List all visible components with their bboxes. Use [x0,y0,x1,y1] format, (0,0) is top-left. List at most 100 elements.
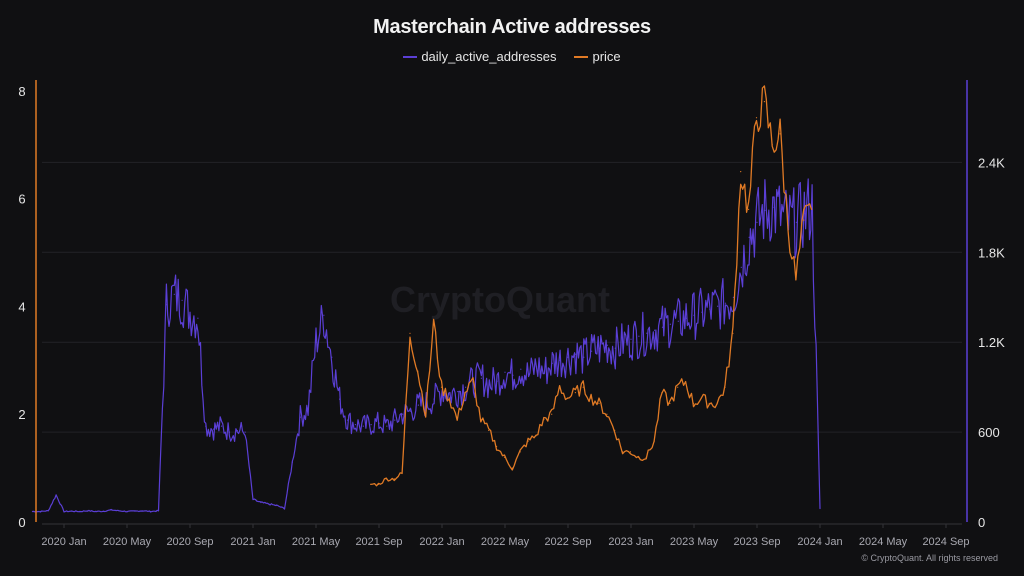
data-point-price [787,224,789,227]
x-ticks: 2020 Jan 2020 May 2020 Sep 2021 Jan 2021 May… [41,524,970,548]
data-point-price [417,370,419,372]
data-point-price [566,397,569,399]
data-point-daily_active_addresses [622,341,624,343]
data-point-daily_active_addresses [488,383,490,385]
data-point-daily_active_addresses [630,338,632,340]
right-y-tick-label: 1.8K [978,245,1005,260]
data-point-price [456,419,458,421]
data-point-daily_active_addresses [803,212,805,214]
data-point-daily_active_addresses [417,404,419,406]
data-point-daily_active_addresses [748,236,750,238]
data-point-daily_active_addresses [701,311,703,313]
data-point-daily_active_addresses [409,410,412,412]
data-point-daily_active_addresses [646,332,648,334]
legend-item-price[interactable]: price [574,49,621,64]
x-tick-label: 2022 Sep [544,536,591,548]
data-point-daily_active_addresses [654,329,656,331]
series-daily-active-addresses [31,178,821,513]
data-point-price [732,332,734,334]
data-point-daily_active_addresses [323,314,325,316]
data-point-daily_active_addresses [402,413,404,415]
data-point-price [496,445,498,448]
data-point-price [708,402,710,404]
right-y-tick-label: 2.4K [978,155,1005,170]
data-point-daily_active_addresses [496,380,498,382]
data-point-daily_active_addresses [567,356,569,358]
left-y-tick-label: 2 [18,407,25,422]
data-point-price [425,413,427,415]
data-point-daily_active_addresses [772,206,774,208]
data-point-price [393,478,395,480]
data-point-price [677,386,679,388]
data-point-daily_active_addresses [181,299,183,301]
data-point-price [448,397,450,399]
data-point-price [748,208,750,210]
data-point-daily_active_addresses [819,507,821,510]
data-point-price [700,397,703,399]
data-point-daily_active_addresses [189,311,191,313]
data-point-price [661,392,663,394]
data-point-daily_active_addresses [677,320,679,322]
data-point-price [779,133,781,135]
data-point-price [645,456,647,458]
data-point-daily_active_addresses [39,510,42,513]
data-point-daily_active_addresses [575,353,577,355]
data-point-price [559,386,561,388]
data-point-price [653,440,655,442]
legend-label-price: price [592,49,621,64]
data-point-daily_active_addresses [276,504,278,507]
data-point-price [370,483,372,485]
left-y-tick-label: 6 [18,192,25,207]
x-tick-label: 2021 Jan [230,536,275,548]
data-point-daily_active_addresses [598,347,601,349]
series-line-price [370,85,813,487]
data-point-daily_active_addresses [220,425,223,427]
data-point-daily_active_addresses [102,510,104,512]
legend: daily_active_addresses price [0,49,1024,64]
data-point-daily_active_addresses [764,209,766,211]
legend-swatch-price [574,55,589,58]
watermark: CryptoQuant [390,279,610,320]
data-point-price [409,332,411,334]
data-point-daily_active_addresses [606,344,609,346]
data-point-daily_active_addresses [157,510,160,512]
data-point-daily_active_addresses [559,359,561,361]
data-point-daily_active_addresses [780,214,782,216]
data-point-daily_active_addresses [811,206,813,208]
data-point-daily_active_addresses [551,362,553,364]
data-point-price [519,451,521,453]
data-point-daily_active_addresses [362,425,364,427]
chart-title: Masterchain Active addresses [373,16,651,38]
data-point-price [551,413,553,415]
x-tick-label: 2024 Sep [922,536,969,548]
data-point-daily_active_addresses [173,293,175,295]
data-point-price [590,397,592,399]
data-point-daily_active_addresses [283,507,286,510]
data-point-daily_active_addresses [307,407,309,409]
x-tick-label: 2024 May [859,536,908,548]
data-point-daily_active_addresses [354,424,356,426]
legend-item-daily-active-addresses[interactable]: daily_active_addresses [403,49,556,64]
data-point-daily_active_addresses [543,371,546,373]
data-point-daily_active_addresses [31,510,34,513]
data-point-price [472,381,474,383]
data-point-price [440,386,443,388]
left-y-tick-label: 0 [18,515,25,530]
data-point-price [488,429,490,431]
left-y-tick-label: 8 [18,84,25,99]
data-point-daily_active_addresses [110,509,112,511]
legend-label-daily-active-addresses: daily_active_addresses [421,49,557,64]
data-point-daily_active_addresses [669,323,672,325]
data-point-price [401,472,403,475]
data-point-price [622,451,624,453]
data-point-daily_active_addresses [205,425,207,427]
x-tick-label: 2021 May [292,536,341,548]
data-point-daily_active_addresses [55,494,57,496]
data-point-price [511,467,513,469]
series-price [370,85,813,487]
data-point-daily_active_addresses [535,365,538,367]
data-point-daily_active_addresses [528,374,530,376]
data-point-daily_active_addresses [268,503,270,505]
data-point-price [692,402,695,404]
data-point-daily_active_addresses [583,356,585,358]
